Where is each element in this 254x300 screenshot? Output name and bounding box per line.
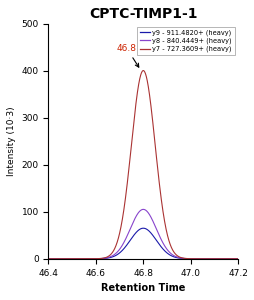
y8 - 840.4449+ (heavy) xyxy=(134,215,137,219)
Legend: y9 - 911.4820+ (heavy), y8 - 840.4449+ (heavy), y7 - 727.3609+ (heavy): y9 - 911.4820+ (heavy), y8 - 840.4449+ (… xyxy=(137,27,234,55)
y8 - 840.4449+ (heavy) xyxy=(139,208,142,212)
Title: CPTC-TIMP1-1: CPTC-TIMP1-1 xyxy=(89,7,197,21)
y8 - 840.4449+ (heavy) xyxy=(47,257,50,261)
y8 - 840.4449+ (heavy) xyxy=(141,208,144,211)
y9 - 911.4820+ (heavy) xyxy=(230,257,233,261)
y9 - 911.4820+ (heavy) xyxy=(47,257,50,261)
y7 - 727.3609+ (heavy) xyxy=(230,257,233,261)
y9 - 911.4820+ (heavy) xyxy=(196,257,199,261)
y9 - 911.4820+ (heavy) xyxy=(139,227,142,231)
y7 - 727.3609+ (heavy) xyxy=(196,257,199,261)
y7 - 727.3609+ (heavy) xyxy=(47,257,50,261)
y7 - 727.3609+ (heavy) xyxy=(56,257,59,261)
y7 - 727.3609+ (heavy) xyxy=(141,69,144,72)
y7 - 727.3609+ (heavy) xyxy=(139,73,142,77)
Y-axis label: Intensity (10·3): Intensity (10·3) xyxy=(7,106,16,176)
Text: 46.8: 46.8 xyxy=(116,44,138,67)
y8 - 840.4449+ (heavy) xyxy=(56,257,59,261)
y9 - 911.4820+ (heavy) xyxy=(56,257,59,261)
Line: y9 - 911.4820+ (heavy): y9 - 911.4820+ (heavy) xyxy=(48,228,237,259)
Line: y7 - 727.3609+ (heavy): y7 - 727.3609+ (heavy) xyxy=(48,70,237,259)
y9 - 911.4820+ (heavy) xyxy=(230,257,233,261)
y7 - 727.3609+ (heavy) xyxy=(236,257,239,261)
y9 - 911.4820+ (heavy) xyxy=(141,226,144,230)
y8 - 840.4449+ (heavy) xyxy=(230,257,233,261)
y8 - 840.4449+ (heavy) xyxy=(236,257,239,261)
y8 - 840.4449+ (heavy) xyxy=(230,257,233,261)
y9 - 911.4820+ (heavy) xyxy=(134,231,137,235)
y9 - 911.4820+ (heavy) xyxy=(236,257,239,261)
X-axis label: Retention Time: Retention Time xyxy=(101,283,185,293)
y8 - 840.4449+ (heavy) xyxy=(196,257,199,261)
y7 - 727.3609+ (heavy) xyxy=(230,257,233,261)
Line: y8 - 840.4449+ (heavy): y8 - 840.4449+ (heavy) xyxy=(48,209,237,259)
y7 - 727.3609+ (heavy) xyxy=(134,104,137,108)
